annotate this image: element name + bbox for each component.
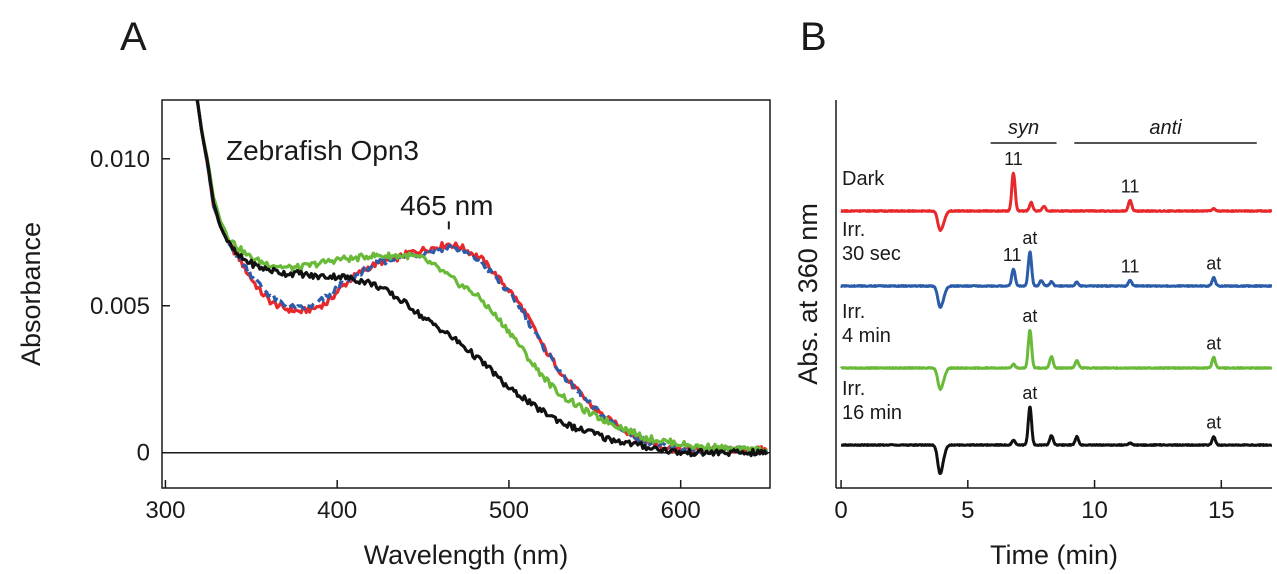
- panel-a-y-axis-title: Absorbance: [16, 222, 46, 366]
- trace-label-line: Irr.: [842, 219, 865, 241]
- panel-b-letter: B: [800, 15, 827, 59]
- panel-a-x-axis-title: Wavelength (nm): [364, 540, 569, 570]
- peak-label: at: [1206, 254, 1221, 274]
- panel-b-series: [839, 171, 1272, 475]
- x-tick-label: 300: [145, 497, 185, 524]
- trace-label-line: 30 sec: [842, 243, 901, 265]
- peak-label: 11: [1121, 256, 1140, 276]
- peak-label: 11: [1121, 176, 1140, 196]
- chromatogram-1: [840, 171, 1272, 232]
- panel-a-series: [195, 100, 769, 458]
- peak-label: at: [1022, 383, 1037, 403]
- x-tick-label: 10: [1081, 497, 1108, 524]
- peak-label: 11: [1004, 149, 1023, 169]
- x-tick-label: 400: [317, 497, 357, 524]
- panel-a-letter: A: [120, 15, 147, 59]
- trace-label-line: Irr.: [842, 301, 865, 323]
- panel-a-x-ticks: 300 400 500 600: [145, 480, 701, 524]
- x-tick-label: 15: [1208, 497, 1235, 524]
- panel-b-x-axis-title: Time (min): [990, 540, 1118, 570]
- spectrum-series-3: [195, 100, 769, 455]
- trace-label-line: Dark: [842, 168, 885, 190]
- chromatogram-4: [840, 405, 1272, 475]
- peak-label: at: [1022, 306, 1037, 326]
- chromatogram-2: [840, 250, 1272, 309]
- peak-label: 11: [1003, 245, 1022, 265]
- panel-a-plot-frame: [161, 99, 771, 489]
- panel-a-y-ticks: 0 0.005 0.010: [90, 146, 170, 467]
- x-tick-label: 500: [489, 497, 529, 524]
- trace-label-1: Dark: [842, 168, 885, 190]
- trace-label-line: 4 min: [842, 325, 891, 347]
- y-tick-label: 0.005: [90, 293, 150, 320]
- trace-label-line: Irr.: [842, 378, 865, 400]
- peak-label: at: [1206, 333, 1221, 353]
- panel-b-y-axis-title: Abs. at 360 nm: [793, 203, 823, 385]
- x-tick-label: 600: [661, 497, 701, 524]
- spectrum-series-4: [195, 100, 769, 458]
- y-tick-label: 0: [137, 440, 150, 467]
- trace-label-3: Irr. 4 min: [842, 301, 891, 347]
- panel-b-brackets: syn anti: [990, 117, 1257, 144]
- panel-b-x-ticks: 0 5 10 15: [834, 480, 1235, 524]
- trace-label-2: Irr. 30 sec: [842, 219, 901, 265]
- panel-a-sample-title: Zebrafish Opn3: [226, 135, 419, 166]
- chromatogram-3: [839, 329, 1272, 391]
- y-tick-label: 0.010: [90, 146, 150, 173]
- trace-label-4: Irr. 16 min: [842, 378, 902, 424]
- x-tick-label: 0: [834, 497, 847, 524]
- panel-a-peak-label: 465 nm: [400, 190, 493, 221]
- peak-label: at: [1022, 228, 1037, 248]
- peak-label: at: [1206, 413, 1221, 433]
- x-tick-label: 5: [961, 497, 974, 524]
- bracket-label-syn: syn: [1008, 117, 1039, 139]
- bracket-label-anti: anti: [1149, 117, 1182, 139]
- trace-label-line: 16 min: [842, 402, 902, 424]
